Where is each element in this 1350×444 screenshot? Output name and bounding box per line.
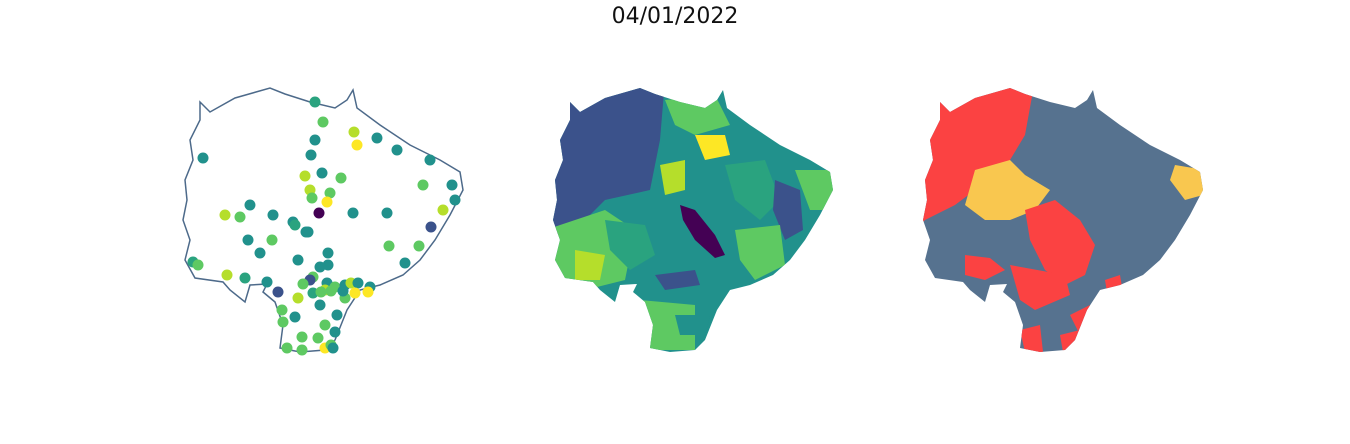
station-point — [309, 134, 321, 146]
station-point — [322, 247, 334, 259]
station-point — [425, 221, 437, 233]
station-point — [239, 272, 251, 284]
station-point — [296, 344, 308, 356]
station-point — [325, 285, 337, 297]
station-point — [221, 269, 233, 281]
station-point — [289, 219, 301, 231]
station-point — [296, 331, 308, 343]
station-point — [399, 257, 411, 269]
station-point — [267, 209, 279, 221]
station-point — [391, 144, 403, 156]
station-point — [348, 126, 360, 138]
category-regions — [923, 88, 1203, 352]
station-point — [281, 342, 293, 354]
station-point — [197, 152, 209, 164]
station-point — [234, 211, 246, 223]
station-point — [413, 240, 425, 252]
station-point — [314, 261, 326, 273]
category-map — [923, 88, 1203, 352]
region — [680, 205, 725, 258]
region-red — [1020, 325, 1043, 352]
station-point — [321, 196, 333, 208]
region — [795, 170, 833, 210]
station-point — [351, 139, 363, 151]
region — [675, 315, 710, 335]
station-point — [289, 311, 301, 323]
region — [660, 160, 685, 195]
region — [773, 180, 803, 240]
figure-title: 04/01/2022 — [611, 4, 739, 29]
station-point — [446, 179, 458, 191]
station-point — [309, 96, 321, 108]
station-point — [315, 286, 327, 298]
station-point — [292, 292, 304, 304]
region — [553, 88, 665, 240]
region — [665, 95, 730, 135]
station-point — [300, 226, 312, 238]
station-point — [272, 286, 284, 298]
station-point — [424, 154, 436, 166]
station-point — [305, 149, 317, 161]
region-red — [923, 88, 1035, 230]
region-red — [1010, 265, 1070, 310]
station-point — [297, 278, 309, 290]
station-point — [313, 207, 325, 219]
station-point — [242, 234, 254, 246]
choropleth-regions — [553, 88, 833, 352]
region-yellow — [1170, 165, 1203, 200]
station-point — [277, 316, 289, 328]
station-point — [314, 299, 326, 311]
station-point — [327, 342, 339, 354]
station-point — [299, 170, 311, 182]
region — [640, 300, 695, 350]
station-point — [362, 286, 374, 298]
station-point — [266, 234, 278, 246]
station-point — [276, 304, 288, 316]
station-point — [317, 116, 329, 128]
region — [575, 250, 605, 280]
points-map — [182, 87, 464, 356]
choropleth-map — [553, 88, 833, 352]
station-point — [381, 207, 393, 219]
station-point — [319, 319, 331, 331]
region-yellow — [965, 160, 1050, 220]
station-point — [349, 287, 361, 299]
station-point — [316, 167, 328, 179]
station-point — [371, 132, 383, 144]
station-point — [244, 199, 256, 211]
region — [655, 270, 700, 290]
station-point — [383, 240, 395, 252]
region — [735, 225, 785, 280]
station-point — [337, 285, 349, 297]
region-red — [965, 255, 1005, 280]
station-point — [449, 194, 461, 206]
region — [605, 220, 655, 270]
station-point — [292, 254, 304, 266]
region-red — [1025, 200, 1095, 285]
station-point — [324, 187, 336, 199]
state-outline — [182, 87, 464, 353]
station-point — [312, 332, 324, 344]
station-point — [219, 209, 231, 221]
station-point — [352, 277, 364, 289]
region — [725, 160, 780, 220]
station-point — [437, 204, 449, 216]
station-point — [331, 309, 343, 321]
station-point — [335, 172, 347, 184]
station-point — [417, 179, 429, 191]
station-point — [261, 276, 273, 288]
points-layer — [187, 96, 461, 356]
station-point — [192, 259, 204, 271]
region — [695, 135, 730, 160]
station-point — [306, 192, 318, 204]
station-point — [329, 326, 341, 338]
station-point — [254, 247, 266, 259]
station-point — [347, 207, 359, 219]
station-point — [307, 287, 319, 299]
